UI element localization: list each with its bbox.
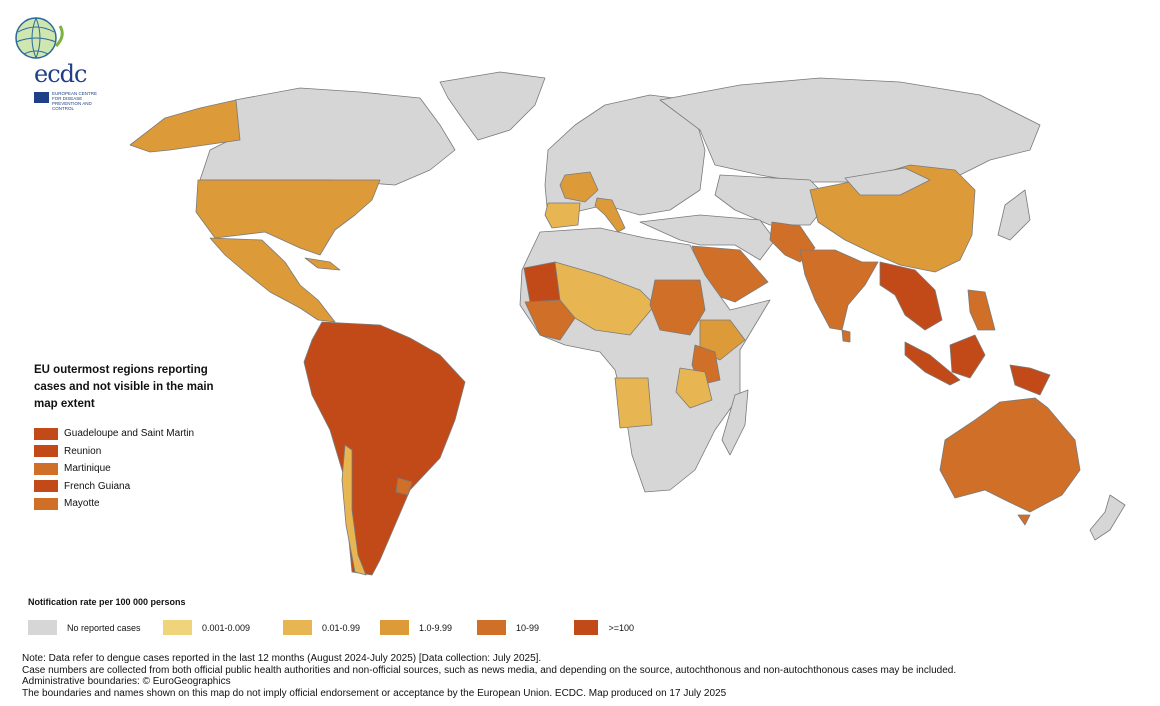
region-russia xyxy=(659,77,1041,183)
inset-legend: EU outermost regions reporting cases and… xyxy=(34,362,234,513)
logo-subtitle: EUROPEAN CENTRE FOR DISEASE PREVENTION A… xyxy=(52,91,98,111)
region-usa xyxy=(195,179,381,256)
region-uruguay xyxy=(395,477,413,496)
inset-label: French Guiana xyxy=(64,480,131,492)
region-malaysia-indonesia xyxy=(904,341,961,386)
legend-swatch xyxy=(574,620,599,635)
inset-swatch xyxy=(34,427,58,440)
region-spain xyxy=(544,202,581,229)
legend-item: 10-99 xyxy=(477,620,574,635)
eu-flag-icon xyxy=(34,92,49,103)
inset-swatch xyxy=(34,462,58,475)
region-alaska xyxy=(129,99,241,153)
legend-label: 0.01-0.99 xyxy=(322,622,361,633)
inset-label: Mayotte xyxy=(64,498,100,510)
region-philippines xyxy=(967,289,996,331)
legend-item: 0.001-0.009 xyxy=(163,620,283,635)
legend-label: 0.001-0.009 xyxy=(202,622,251,633)
legend-swatch xyxy=(380,620,409,635)
legend-label: 1.0-9.99 xyxy=(419,622,453,633)
region-caribbean xyxy=(304,257,341,271)
region-southeast-asia xyxy=(879,261,943,331)
region-mongolia xyxy=(844,167,931,196)
region-chile xyxy=(341,444,367,576)
region-australia xyxy=(939,397,1081,513)
legend-item: No reported cases xyxy=(28,620,163,635)
region-sulawesi-guinea xyxy=(1009,364,1051,396)
globe-icon xyxy=(15,17,64,59)
region-madagascar xyxy=(721,389,749,456)
legend-swatch xyxy=(163,620,192,635)
region-borneo xyxy=(949,334,986,379)
legend-title: Notification rate per 100 000 persons xyxy=(28,597,186,607)
note-line: Note: Data refer to dengue cases reporte… xyxy=(22,653,542,664)
region-chad-sudan xyxy=(649,279,706,336)
legend-label: No reported cases xyxy=(67,622,141,633)
inset-legend-item: Guadeloupe and Saint Martin xyxy=(34,425,234,443)
inset-legend-item: Martinique xyxy=(34,460,234,478)
legend-item: 1.0-9.99 xyxy=(380,620,477,635)
region-west-africa-coast xyxy=(524,299,576,341)
legend-swatch xyxy=(283,620,312,635)
legend: No reported cases 0.001-0.009 0.01-0.99 1.0… xyxy=(28,620,634,635)
note-line: The boundaries and names shown on this m… xyxy=(22,687,727,699)
note-line: Case numbers are collected from both off… xyxy=(22,664,957,676)
region-tanzania xyxy=(675,367,713,409)
inset-legend-item: Reunion xyxy=(34,443,234,461)
region-canada xyxy=(199,87,456,186)
legend-item: >=100 xyxy=(574,620,634,635)
notes: Note: Data refer to dengue cases reporte… xyxy=(22,653,956,699)
inset-swatch xyxy=(34,497,58,510)
region-greenland xyxy=(439,71,546,141)
region-ethiopia xyxy=(699,319,746,361)
inset-swatch xyxy=(34,480,58,493)
region-china xyxy=(809,164,976,273)
region-mexico-central-america xyxy=(209,237,336,323)
inset-label: Reunion xyxy=(64,445,102,457)
inset-swatch xyxy=(34,445,58,458)
region-japan xyxy=(997,189,1031,241)
inset-legend-item: French Guiana xyxy=(34,478,234,496)
region-new-zealand xyxy=(1089,494,1126,541)
legend-label: >=100 xyxy=(608,622,634,633)
region-middle-east xyxy=(639,214,776,261)
ecdc-logo: ecdc EUROPEAN CENTRE FOR DISEASE PREVENT… xyxy=(8,14,98,111)
legend-swatch xyxy=(28,620,57,635)
legend-item: 0.01-0.99 xyxy=(283,620,380,635)
inset-legend-item: Mayotte xyxy=(34,495,234,513)
logo-wordmark: ecdc xyxy=(34,60,87,88)
legend-label: 10-99 xyxy=(516,622,540,633)
region-south-america xyxy=(303,321,466,576)
region-india xyxy=(799,249,879,331)
inset-label: Guadeloupe and Saint Martin xyxy=(64,428,195,440)
region-angola xyxy=(614,377,653,429)
note-line: Administrative boundaries: © EuroGeograp… xyxy=(22,676,231,687)
region-france xyxy=(559,171,599,203)
inset-legend-title: EU outermost regions reporting cases and… xyxy=(34,364,214,410)
inset-label: Martinique xyxy=(64,463,111,475)
region-sri-lanka xyxy=(841,329,851,343)
legend-swatch xyxy=(477,620,506,635)
region-tasmania xyxy=(1017,514,1031,526)
